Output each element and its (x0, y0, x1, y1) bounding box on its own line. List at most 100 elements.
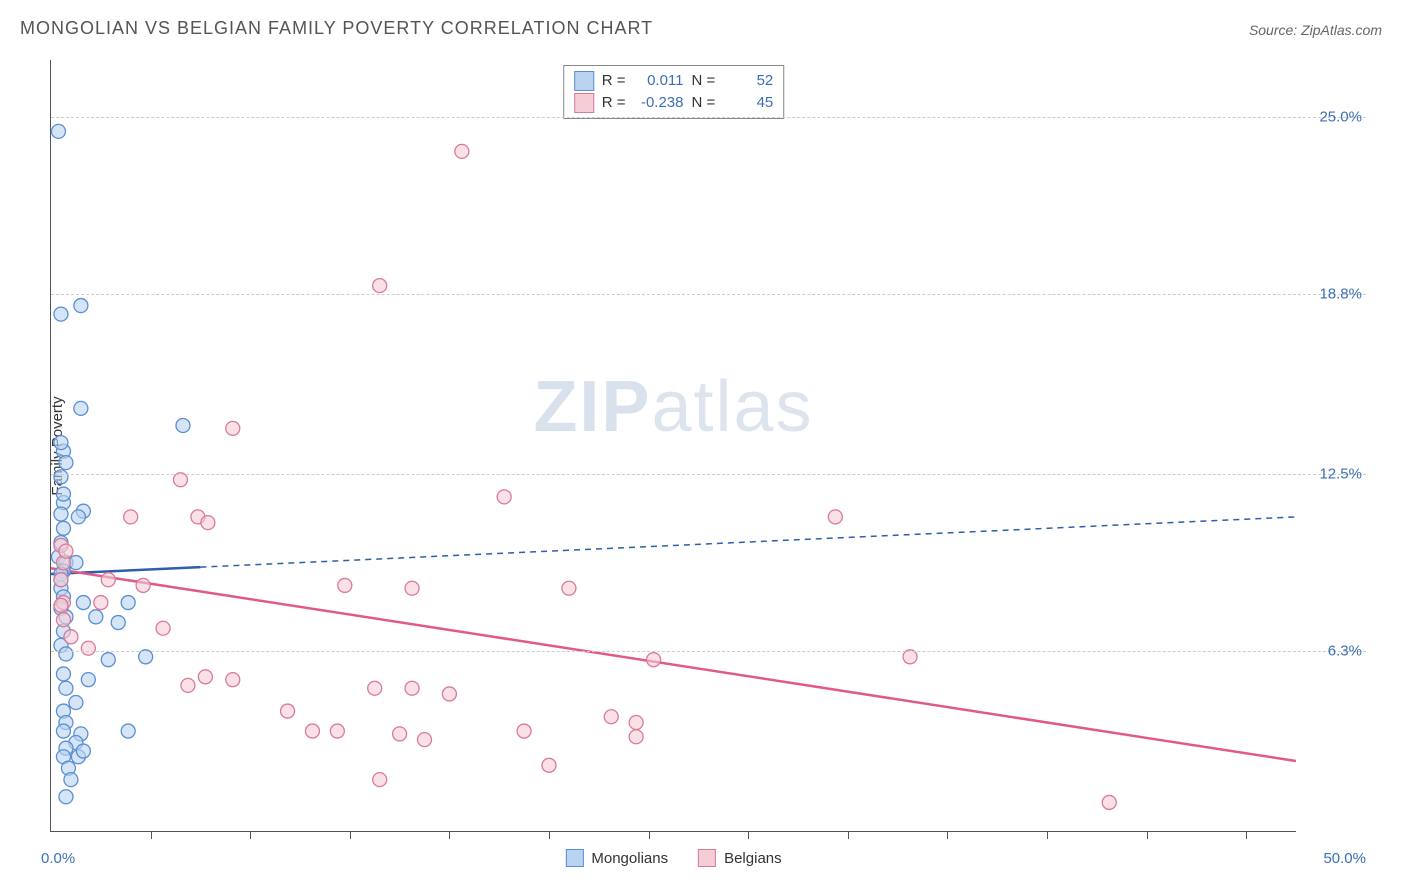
data-point (74, 299, 88, 313)
chart-container: MONGOLIAN VS BELGIAN FAMILY POVERTY CORR… (0, 0, 1406, 892)
gridline (51, 117, 1366, 118)
y-tick-label: 6.3% (1302, 643, 1366, 660)
data-point (338, 578, 352, 592)
data-point (56, 487, 70, 501)
data-point (81, 641, 95, 655)
data-point (373, 773, 387, 787)
x-tick (549, 831, 550, 839)
data-point (54, 436, 68, 450)
data-point (405, 581, 419, 595)
data-point (368, 681, 382, 695)
data-point (136, 578, 150, 592)
x-axis-end-label: 50.0% (1323, 850, 1366, 867)
data-point (94, 596, 108, 610)
data-point (393, 727, 407, 741)
data-point (59, 790, 73, 804)
source-prefix: Source: (1249, 22, 1301, 38)
data-point (71, 510, 85, 524)
data-point (198, 670, 212, 684)
plot-svg (51, 60, 1296, 831)
data-point (647, 653, 661, 667)
data-point (76, 596, 90, 610)
chart-title: MONGOLIAN VS BELGIAN FAMILY POVERTY CORR… (20, 18, 653, 39)
data-point (59, 647, 73, 661)
data-point (542, 758, 556, 772)
x-tick (649, 831, 650, 839)
data-point (54, 470, 68, 484)
data-point (76, 744, 90, 758)
data-point (305, 724, 319, 738)
x-tick (1147, 831, 1148, 839)
data-point (121, 596, 135, 610)
data-point (156, 621, 170, 635)
data-point (56, 667, 70, 681)
x-tick (449, 831, 450, 839)
data-point (56, 613, 70, 627)
legend-bottom: Mongolians Belgians (565, 849, 781, 867)
gridline (51, 294, 1366, 295)
source-attribution: Source: ZipAtlas.com (1249, 22, 1382, 38)
swatch-icon (698, 849, 716, 867)
x-tick (151, 831, 152, 839)
x-axis-start-label: 0.0% (41, 850, 75, 867)
data-point (69, 696, 83, 710)
plot-area: ZIPatlas R = 0.011 N = 52 R = -0.238 N =… (50, 60, 1296, 832)
data-point (418, 733, 432, 747)
data-point (629, 715, 643, 729)
data-point (1102, 795, 1116, 809)
data-point (59, 456, 73, 470)
data-point (54, 573, 68, 587)
data-point (89, 610, 103, 624)
data-point (59, 681, 73, 695)
y-tick-label: 18.8% (1302, 286, 1366, 303)
data-point (124, 510, 138, 524)
gridline (51, 651, 1366, 652)
x-tick (350, 831, 351, 839)
data-point (226, 421, 240, 435)
x-tick (1047, 831, 1048, 839)
data-point (497, 490, 511, 504)
gridline (51, 474, 1366, 475)
data-point (629, 730, 643, 744)
source-name: ZipAtlas.com (1301, 22, 1382, 38)
swatch-icon (565, 849, 583, 867)
data-point (405, 681, 419, 695)
x-tick (947, 831, 948, 839)
data-point (54, 307, 68, 321)
data-point (101, 653, 115, 667)
data-point (81, 673, 95, 687)
data-point (201, 516, 215, 530)
data-point (226, 673, 240, 687)
data-point (442, 687, 456, 701)
data-point (101, 573, 115, 587)
data-point (604, 710, 618, 724)
data-point (59, 544, 73, 558)
data-point (121, 724, 135, 738)
data-point (181, 678, 195, 692)
x-tick (250, 831, 251, 839)
legend-item-belgians: Belgians (698, 849, 782, 867)
trend-line-dashed (200, 517, 1296, 567)
data-point (64, 630, 78, 644)
y-tick-label: 25.0% (1302, 109, 1366, 126)
data-point (74, 401, 88, 415)
data-point (64, 773, 78, 787)
data-point (176, 419, 190, 433)
x-tick (848, 831, 849, 839)
legend-item-label: Belgians (724, 850, 782, 867)
data-point (828, 510, 842, 524)
data-point (111, 616, 125, 630)
data-point (51, 124, 65, 138)
data-point (562, 581, 576, 595)
y-tick-label: 12.5% (1302, 466, 1366, 483)
data-point (281, 704, 295, 718)
legend-item-label: Mongolians (591, 850, 668, 867)
data-point (56, 521, 70, 535)
data-point (54, 598, 68, 612)
data-point (455, 144, 469, 158)
x-tick (748, 831, 749, 839)
data-point (54, 507, 68, 521)
legend-item-mongolians: Mongolians (565, 849, 668, 867)
data-point (373, 279, 387, 293)
x-tick (1246, 831, 1247, 839)
